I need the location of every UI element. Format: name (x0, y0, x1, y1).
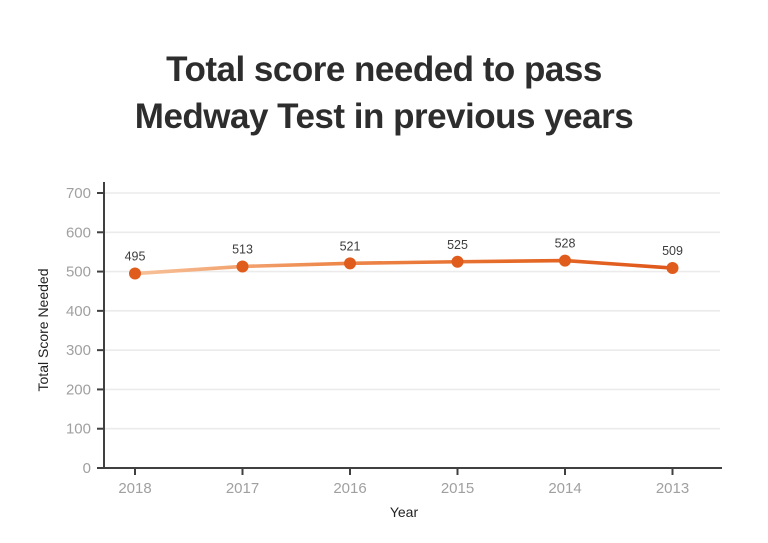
data-series-group (129, 254, 679, 280)
data-point-label: 495 (125, 250, 146, 264)
y-tick-label: 300 (66, 342, 91, 359)
data-point-marker (559, 254, 571, 267)
data-point-label: 509 (662, 244, 683, 258)
data-point-marker (451, 255, 464, 268)
y-tick-label: 200 (66, 381, 91, 398)
axes-group: 0 100 200 300 400 500 600 700 2018 2017 2016 2015 20… (66, 182, 722, 497)
chart-title-line1: Total score needed to pass (166, 50, 602, 89)
series-line (133, 258, 675, 276)
data-point-marker (236, 260, 249, 273)
y-tick-label: 600 (66, 224, 91, 241)
x-tick-label: 2017 (226, 480, 259, 497)
x-tick-label: 2016 (333, 480, 366, 497)
data-point-label: 521 (340, 239, 361, 253)
y-axis-title: Total Score Needed (35, 269, 51, 392)
x-tick-label: 2018 (118, 480, 151, 497)
chart-title: Total score needed to pass Medway Test i… (0, 46, 768, 140)
chart-title-line2: Medway Test in previous years (134, 97, 634, 136)
x-tick-label: 2014 (548, 480, 581, 497)
data-point-marker (344, 257, 356, 270)
x-tick-label: 2015 (441, 480, 474, 497)
data-point-marker (666, 262, 679, 275)
data-labels-group: 495 513 521 525 528 509 (125, 237, 683, 264)
data-point-label: 528 (555, 237, 576, 251)
y-tick-label: 400 (66, 303, 91, 320)
x-axis-title: Year (390, 504, 419, 520)
x-tick-label: 2013 (656, 480, 689, 497)
gridlines-group (104, 192, 720, 430)
y-tick-label: 100 (66, 421, 91, 438)
y-tick-label: 0 (83, 460, 91, 477)
data-point-marker (129, 267, 141, 280)
data-point-label: 513 (232, 242, 253, 256)
data-point-label: 525 (447, 238, 468, 252)
y-tick-label: 700 (66, 185, 91, 202)
y-tick-label: 500 (66, 264, 91, 281)
